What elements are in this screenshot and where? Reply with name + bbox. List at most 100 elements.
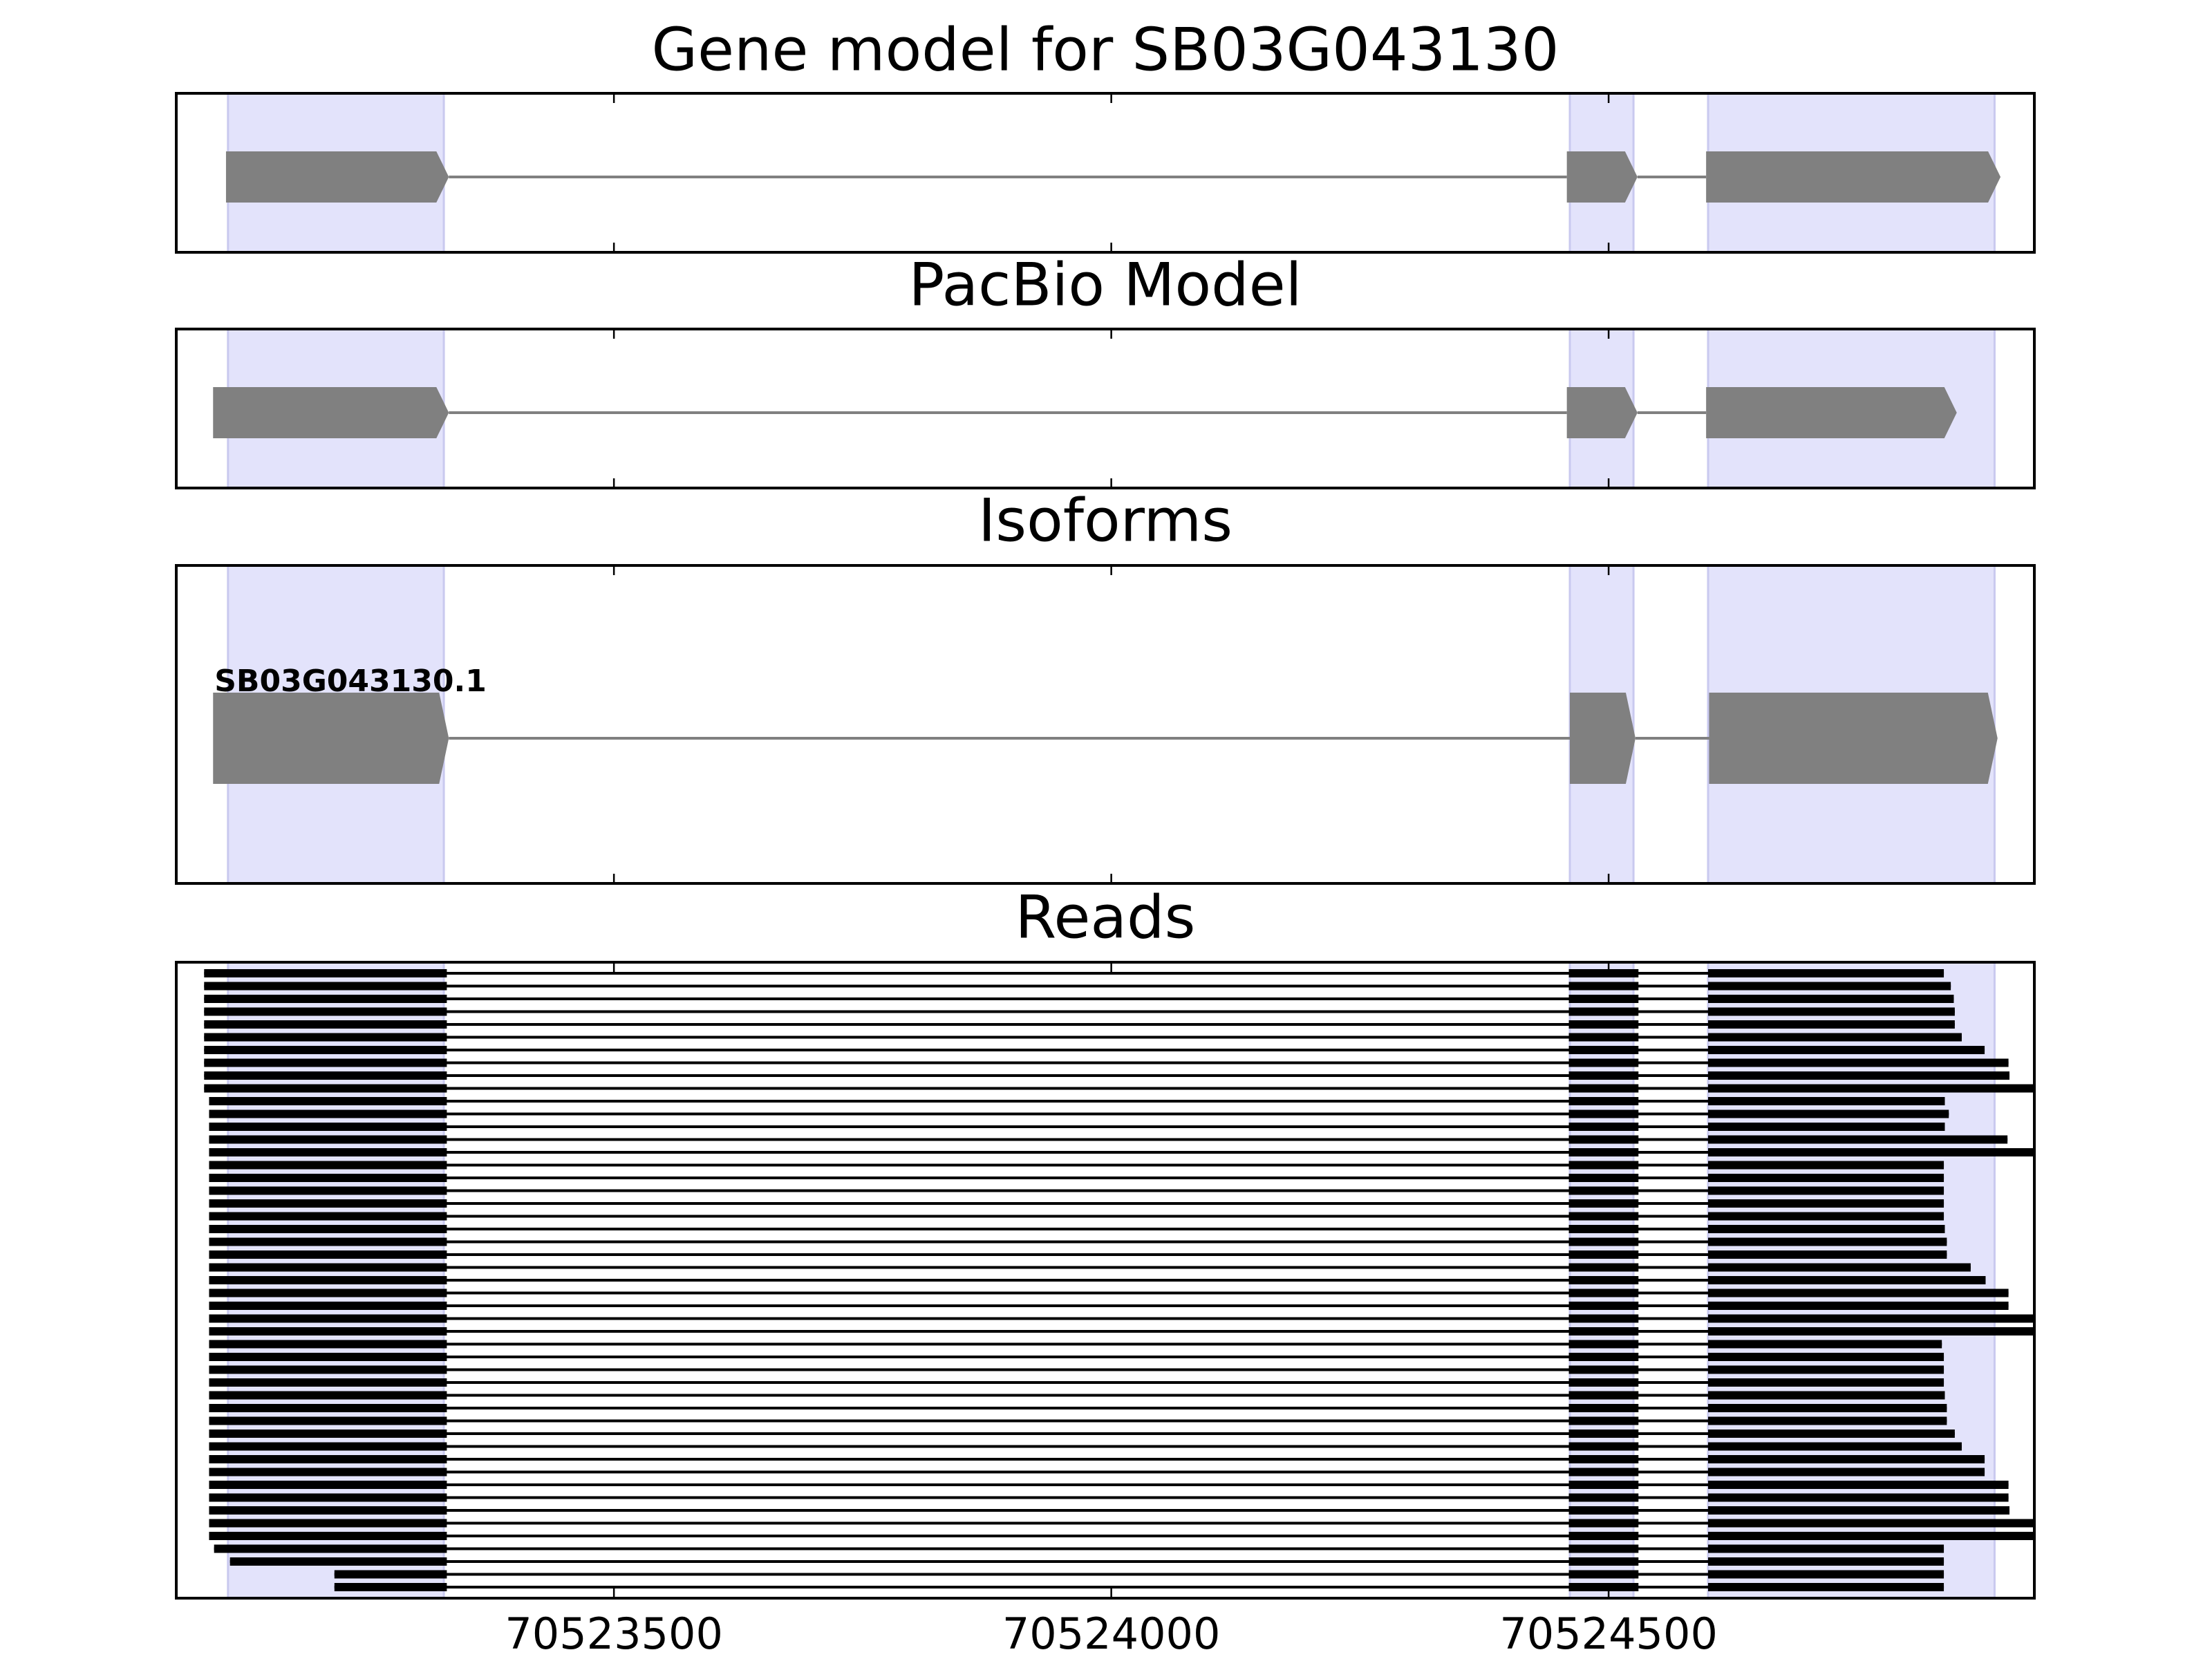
read-block (209, 1327, 447, 1335)
read-block (1568, 1519, 1639, 1528)
read-block (209, 1455, 447, 1463)
exon (1706, 151, 2001, 203)
read-block (1568, 1199, 1639, 1208)
read-block (1568, 1237, 1639, 1246)
read-block (1568, 1058, 1639, 1067)
read-block (1708, 1327, 2034, 1335)
read-block (1568, 1020, 1639, 1029)
read-block (1568, 995, 1639, 1003)
read-block (1708, 1161, 1944, 1170)
read-block (1708, 1544, 1944, 1553)
read-block (1568, 1046, 1639, 1054)
read-block (1568, 1430, 1639, 1438)
read-block (1568, 1174, 1639, 1182)
read-block (1568, 1442, 1639, 1451)
read-block (334, 1570, 447, 1579)
panel-title: Isoforms (978, 486, 1232, 555)
read-block (1708, 1225, 1945, 1233)
read-block (1708, 995, 1954, 1003)
read-block (1708, 1583, 1944, 1591)
read-block (1708, 1365, 1944, 1374)
exon (213, 693, 449, 784)
exon (1566, 151, 1638, 203)
read-block (1708, 1378, 1944, 1387)
read-block (209, 1135, 447, 1144)
exon (1570, 693, 1635, 784)
panel-frame (175, 961, 2036, 1600)
read-block (1708, 1468, 1985, 1477)
read-block (1568, 1353, 1639, 1361)
read-block (1568, 1365, 1639, 1374)
read-block (1708, 1493, 2009, 1502)
read-block (1708, 1302, 2009, 1310)
read-block (1708, 982, 1951, 991)
panel-title: PacBio Model (908, 250, 1302, 319)
read-block (209, 1225, 447, 1233)
read-block (1708, 1237, 1947, 1246)
read-block (1568, 1506, 1639, 1515)
read-block (1568, 1314, 1639, 1323)
read-block (209, 1288, 447, 1297)
read-block (209, 1302, 447, 1310)
read-block (209, 1404, 447, 1412)
read-block (1708, 1570, 1944, 1579)
read-block (1568, 1276, 1639, 1284)
read-block (1568, 1583, 1639, 1591)
read-block (1708, 1340, 1942, 1349)
exon (1566, 387, 1638, 438)
read-block (1708, 1391, 1945, 1400)
read-block (1568, 1225, 1639, 1233)
read-block (1568, 1071, 1639, 1080)
panel-frame (175, 92, 2036, 254)
read-block (1708, 1097, 1945, 1105)
panel-title: Reads (1015, 883, 1196, 952)
read-block (1708, 1276, 1986, 1284)
x-tick-label: 70523500 (505, 1609, 723, 1659)
read-block (1568, 1378, 1639, 1387)
read-block (1568, 1544, 1639, 1553)
read-block (1568, 1468, 1639, 1477)
panel-frame (175, 564, 2036, 885)
read-block (1708, 1481, 2009, 1489)
read-block (1708, 1506, 2010, 1515)
read-block (209, 1365, 447, 1374)
read-block (1568, 1007, 1639, 1016)
read-block (209, 1353, 447, 1361)
panel (204, 962, 2034, 1598)
read-block (209, 1148, 447, 1156)
read-block (1568, 1148, 1639, 1156)
read-block (209, 1097, 447, 1105)
read-block (1568, 1263, 1639, 1272)
read-block (1568, 1416, 1639, 1425)
read-block (209, 1532, 447, 1540)
read-block (1708, 1046, 1985, 1054)
read-block (1568, 969, 1639, 977)
read-block (1568, 1033, 1639, 1042)
read-block (1568, 1570, 1639, 1579)
read-block (1568, 1123, 1639, 1131)
read-block (209, 1186, 447, 1195)
read-block (204, 1046, 447, 1054)
read-block (1708, 1314, 2034, 1323)
read-block (204, 1058, 447, 1067)
read-block (1568, 1135, 1639, 1144)
panel-title: Gene model for SB03G043130 (652, 15, 1559, 84)
read-block (1708, 1288, 2009, 1297)
exon (1709, 693, 1998, 784)
read-block (209, 1416, 447, 1425)
read-block (209, 1250, 447, 1259)
read-block (1708, 1071, 2010, 1080)
read-block (1568, 1391, 1639, 1400)
read-block (1708, 1199, 1944, 1208)
x-tick-label: 70524000 (1002, 1609, 1221, 1659)
read-block (204, 982, 447, 991)
panel (225, 93, 2001, 252)
read-block (1708, 1148, 2034, 1156)
read-block (209, 1340, 447, 1349)
read-block (1708, 1058, 2009, 1067)
read-block (1568, 1481, 1639, 1489)
read-block (1568, 1084, 1639, 1093)
read-block (209, 1481, 447, 1489)
read-block (1568, 1250, 1639, 1259)
